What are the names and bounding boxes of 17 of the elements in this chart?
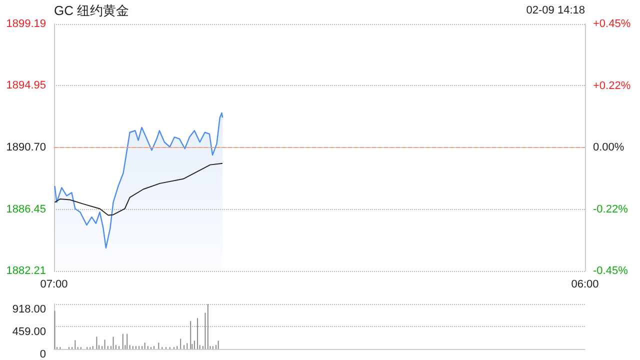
x-tick-label: 07:00 [40,278,68,290]
y-tick-label: 1899.19 [6,18,46,30]
y2-tick-label: -0.22% [593,203,628,216]
y2-tick-label: +0.22% [593,80,631,92]
chart-title: GC 纽约黄金 [54,3,130,18]
y-tick-label: 1886.45 [6,203,46,216]
y-tick-label: 459.00 [12,326,46,338]
y-tick-label: 918.00 [12,304,46,316]
y-tick-label: 0 [40,348,46,360]
y-tick-label: 1894.95 [6,80,46,92]
y2-tick-label: +0.45% [593,18,631,30]
y2-tick-label: 0.00% [593,142,624,154]
y2-tick-label: -0.45% [593,265,628,277]
x-tick-label: 06:00 [571,278,599,290]
y-tick-label: 1890.70 [6,142,46,154]
text: 02-09 14:18 [526,4,585,16]
y-tick-label: 1882.21 [6,265,46,277]
